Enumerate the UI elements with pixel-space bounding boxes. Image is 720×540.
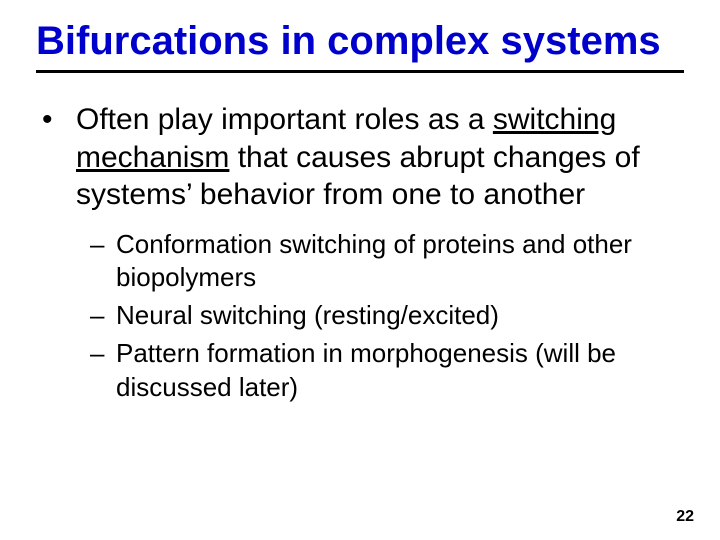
page-number: 22 xyxy=(676,508,694,526)
main-bullet: • Often play important roles as a switch… xyxy=(42,101,684,214)
sub-bullet-text: Neural switching (resting/excited) xyxy=(116,299,684,333)
sub-bullet: – Pattern formation in morphogenesis (wi… xyxy=(90,337,684,405)
bullet-marker: • xyxy=(42,101,76,214)
sub-bullet: – Neural switching (resting/excited) xyxy=(90,299,684,333)
slide-title: Bifurcations in complex systems xyxy=(36,18,684,73)
sub-bullet-text: Pattern formation in morphogenesis (will… xyxy=(116,337,684,405)
sub-bullet-marker: – xyxy=(90,337,116,405)
sub-bullet-text: Conformation switching of proteins and o… xyxy=(116,228,684,296)
main-bullet-pre: Often play important roles as a xyxy=(76,103,493,136)
sub-bullet-marker: – xyxy=(90,299,116,333)
main-bullet-text: Often play important roles as a switchin… xyxy=(76,101,684,214)
sub-bullet-marker: – xyxy=(90,228,116,296)
sub-bullet: – Conformation switching of proteins and… xyxy=(90,228,684,296)
sub-bullet-list: – Conformation switching of proteins and… xyxy=(90,228,684,405)
slide: Bifurcations in complex systems • Often … xyxy=(0,0,720,540)
